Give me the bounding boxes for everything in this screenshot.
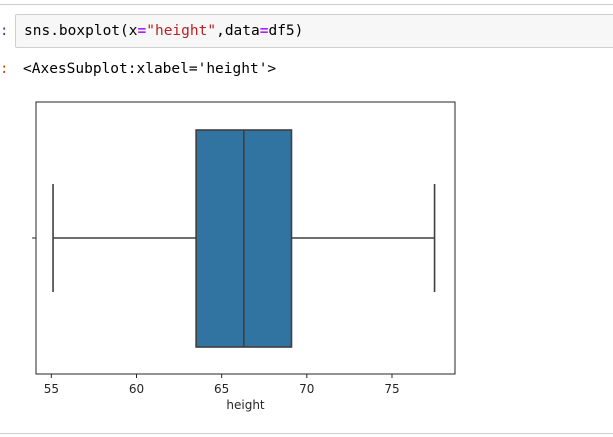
code-comma: , (216, 23, 225, 39)
code-arg-data-name: data (224, 23, 260, 39)
code-arg-data-value: df5 (268, 23, 295, 39)
code-arg-x-value: "height" (146, 23, 217, 39)
code-line[interactable]: sns.boxplot(x="height",data=df5) (24, 22, 303, 40)
cell-top-border (0, 4, 613, 5)
code-function: sns.boxplot (24, 23, 121, 39)
code-arg-x-name: x (128, 23, 138, 39)
x-tick-label-55: 55 (44, 382, 59, 396)
output-repr: <AxesSubplot:xlabel='height'> (23, 61, 277, 77)
code-input-area[interactable]: sns.boxplot(x="height",data=df5) (15, 14, 613, 48)
x-tick-label-60: 60 (129, 382, 144, 396)
x-tick-label-65: 65 (214, 382, 229, 396)
x-tick-label-75: 75 (384, 382, 399, 396)
x-tick-label-70: 70 (299, 382, 314, 396)
code-close-paren: ) (294, 23, 304, 39)
input-prompt: : (0, 23, 9, 39)
boxplot-figure: 55 60 65 70 75 height (32, 101, 456, 412)
output-prompt: : (0, 61, 9, 77)
code-equals-data: = (259, 23, 269, 39)
x-axis-label: height (226, 398, 265, 412)
cell-bottom-border (0, 433, 613, 434)
code-open-paren: ( (120, 23, 129, 39)
code-equals-x: = (137, 23, 147, 39)
